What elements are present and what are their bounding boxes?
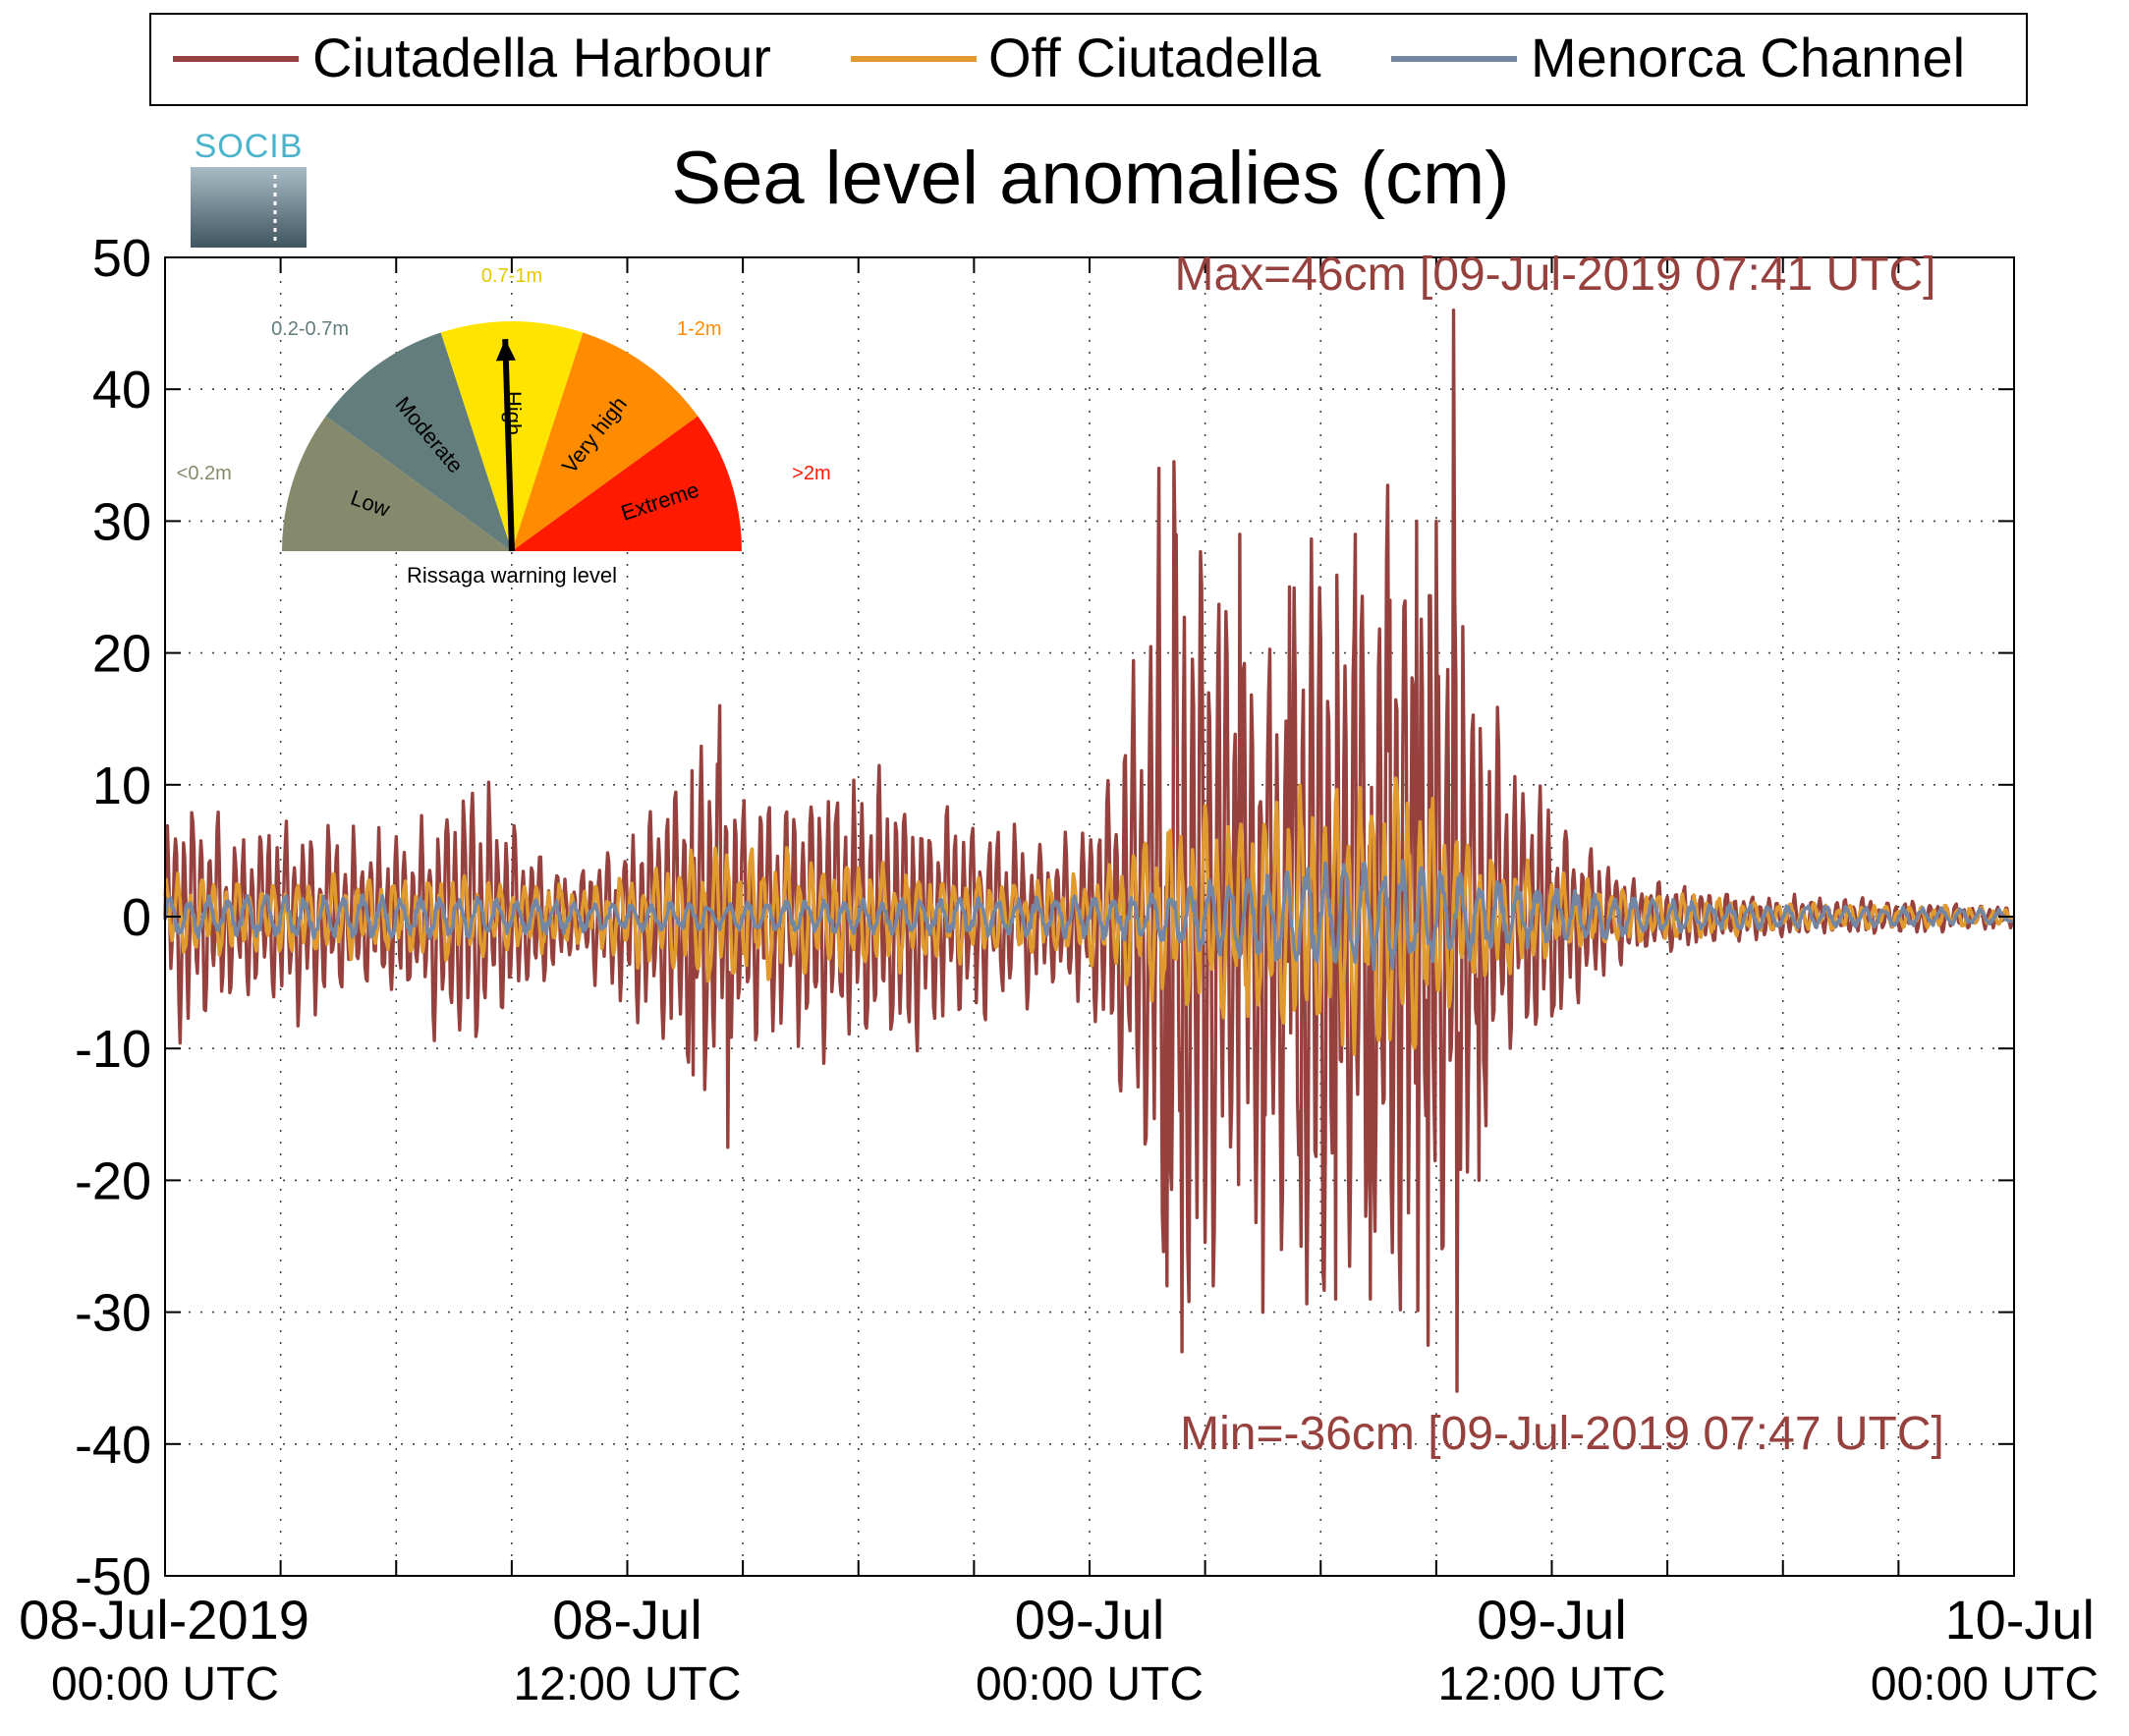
legend-label-off-ciutadella: Off Ciutadella [988,27,1321,88]
gauge-sector-very-high [512,332,699,551]
gauge-needle-arrowhead [495,339,516,362]
gauge-sector-moderate [325,332,512,551]
series-line-ciutadella-harbour [163,308,2015,1393]
x-tick-label-time: 00:00 UTC [1871,1658,2099,1710]
gauge-sector-low [282,416,512,551]
x-tick-label-date: 08-Jul [552,1589,702,1651]
y-tick-label: 0 [122,888,151,947]
y-tick-label: 40 [92,361,151,420]
x-axis: 08-Jul-2019 00:00 UTC 08-Jul 12:00 UTC 09-Ju… [19,257,2099,1710]
min-annotation: Min=-36cm [09-Jul-2019 07:47 UTC] [1180,1408,1944,1460]
y-tick-label: 10 [92,756,151,815]
x-tick-label-date: 08-Jul-2019 [19,1589,309,1651]
socib-logo: SOCIB [191,128,307,248]
y-tick-label: -30 [75,1284,151,1343]
legend: Ciutadella Harbour Off Ciutadella Menorc… [149,13,2028,106]
x-tick-label-time: 00:00 UTC [976,1658,1204,1710]
gauge-sector-very-high-range: 1-2m [677,318,722,340]
y-tick-label: 20 [92,625,151,684]
gauge-sector-extreme-range: >2m [792,463,830,484]
gauge-sector-high [440,321,584,551]
gauge-sector-low-range: <0.2m [177,463,232,484]
legend-box [149,13,2028,106]
y-tick-label: -10 [75,1020,151,1079]
legend-label-ciutadella-harbour: Ciutadella Harbour [312,27,771,88]
gauge-sector-moderate-range: 0.2-0.7m [271,318,349,340]
y-tick-label: 50 [92,229,151,288]
series-layer [163,308,2015,1393]
x-tick-label-date: 09-Jul [1477,1589,1627,1651]
x-tick-label-date: 09-Jul [1015,1589,1165,1651]
x-tick-label-time: 00:00 UTC [51,1658,279,1710]
gauge-needle [502,339,515,552]
legend-label-menorca-channel: Menorca Channel [1531,27,1965,88]
gauge-sector-high-range: 0.7-1m [481,265,542,287]
gauge-sector-extreme [512,416,742,551]
chart-title: Sea level anomalies (cm) [671,137,1509,220]
series-line-off-ciutadella [163,776,2015,1056]
y-tick-label: -50 [75,1547,151,1606]
max-annotation: Max=46cm [09-Jul-2019 07:41 UTC] [1174,249,1935,301]
gauge-title: Rissaga warning level [407,563,617,588]
y-tick-label: -40 [75,1416,151,1475]
y-tick-label: -20 [75,1151,151,1210]
logo-text: SOCIB [195,128,304,165]
x-tick-label-date: 10-Jul [1944,1589,2095,1651]
series-line-menorca-channel [163,859,2014,972]
y-tick-label: 30 [92,492,151,551]
y-axis: 50 40 30 20 10 0 -10 -20 -30 -40 -50 [75,229,2014,1606]
logo-wave-block [191,167,307,248]
x-tick-label-time: 12:00 UTC [1437,1658,1665,1710]
x-tick-label-time: 12:00 UTC [513,1658,741,1710]
